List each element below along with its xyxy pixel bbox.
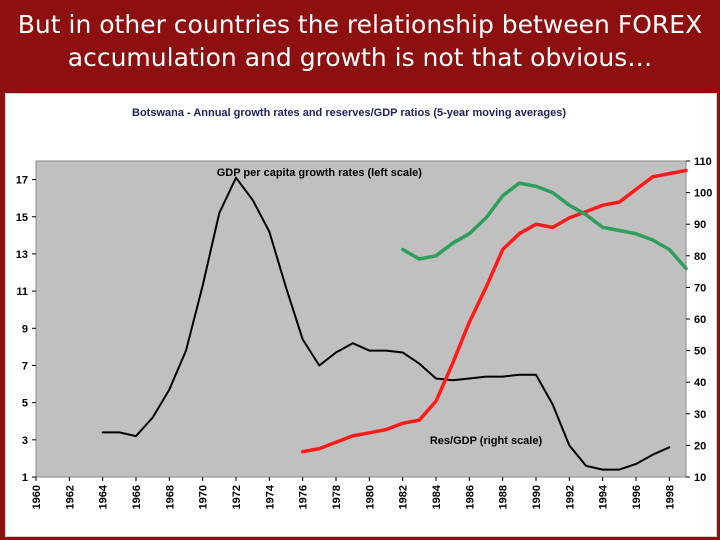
right-axis-tick-label: 30 bbox=[694, 409, 706, 421]
series-line-2 bbox=[300, 168, 688, 454]
left-axis-tick-label: 15 bbox=[16, 212, 28, 224]
x-axis-tick-label: 1988 bbox=[498, 485, 510, 509]
slide-title: But in other countries the relationship … bbox=[0, 8, 720, 74]
x-axis-tick-label: 1972 bbox=[231, 485, 243, 509]
x-axis-tick-label: 1982 bbox=[398, 485, 410, 509]
x-axis-tick-label: 1996 bbox=[631, 485, 643, 509]
x-axis-tick-label: 1974 bbox=[264, 484, 276, 509]
right-axis-tick-label: 110 bbox=[694, 156, 712, 168]
right-axis-tick-label: 10 bbox=[694, 472, 706, 484]
x-axis-tick-label: 1986 bbox=[464, 485, 476, 509]
right-axis-tick-label: 90 bbox=[694, 219, 706, 231]
x-axis-tick-label: 1990 bbox=[531, 485, 543, 509]
annotation-2: Res/GDP (right scale) bbox=[430, 435, 543, 447]
x-axis-tick-label: 1980 bbox=[364, 485, 376, 509]
left-axis-tick-label: 9 bbox=[22, 323, 28, 335]
x-axis-tick-label: 1964 bbox=[98, 484, 110, 509]
left-axis-tick-label: 3 bbox=[22, 435, 28, 447]
x-axis-tick-label: 1998 bbox=[664, 485, 676, 509]
series-line-3 bbox=[400, 181, 688, 271]
left-axis-tick-label: 7 bbox=[22, 360, 28, 372]
right-axis-tick-label: 40 bbox=[694, 377, 706, 389]
x-axis-tick-label: 1976 bbox=[298, 485, 310, 509]
left-axis-tick-label: 1 bbox=[22, 472, 28, 484]
x-axis-tick-label: 1966 bbox=[131, 485, 143, 509]
chart-panel: Botswana - Annual growth rates and reser… bbox=[5, 93, 717, 537]
right-axis-tick-label: 100 bbox=[694, 188, 712, 200]
x-axis-tick-label: 1978 bbox=[331, 485, 343, 509]
x-axis-tick-label: 1994 bbox=[598, 484, 610, 509]
right-axis-tick-label: 80 bbox=[694, 251, 706, 263]
series-line-1 bbox=[101, 176, 671, 471]
x-axis-tick-label: 1984 bbox=[431, 484, 443, 509]
slide-title-line-1: But in other countries the relationship … bbox=[17, 10, 703, 39]
chart: Botswana - Annual growth rates and reser… bbox=[16, 107, 713, 509]
right-axis-tick-label: 70 bbox=[694, 282, 706, 294]
left-axis-tick-label: 13 bbox=[16, 249, 28, 261]
x-axis-tick-label: 1970 bbox=[198, 485, 210, 509]
left-axis-tick-label: 11 bbox=[16, 286, 28, 298]
x-axis-tick-label: 1962 bbox=[64, 485, 76, 509]
left-axis-tick-label: 17 bbox=[16, 175, 28, 187]
right-axis-tick-label: 60 bbox=[694, 314, 706, 326]
slide-title-line-2: accumulation and growth is not that obvi… bbox=[67, 43, 653, 72]
x-axis-tick-label: 1992 bbox=[564, 485, 576, 509]
plot-area bbox=[35, 160, 687, 478]
right-axis-tick-label: 50 bbox=[694, 346, 706, 358]
x-axis-tick-label: 1960 bbox=[31, 485, 43, 509]
left-axis-tick-label: 5 bbox=[22, 398, 28, 410]
annotation-1: GDP per capita growth rates (left scale) bbox=[217, 167, 423, 179]
right-axis-tick-label: 20 bbox=[694, 440, 706, 452]
chart-title: Botswana - Annual growth rates and reser… bbox=[132, 107, 566, 119]
x-axis-tick-label: 1968 bbox=[164, 485, 176, 509]
